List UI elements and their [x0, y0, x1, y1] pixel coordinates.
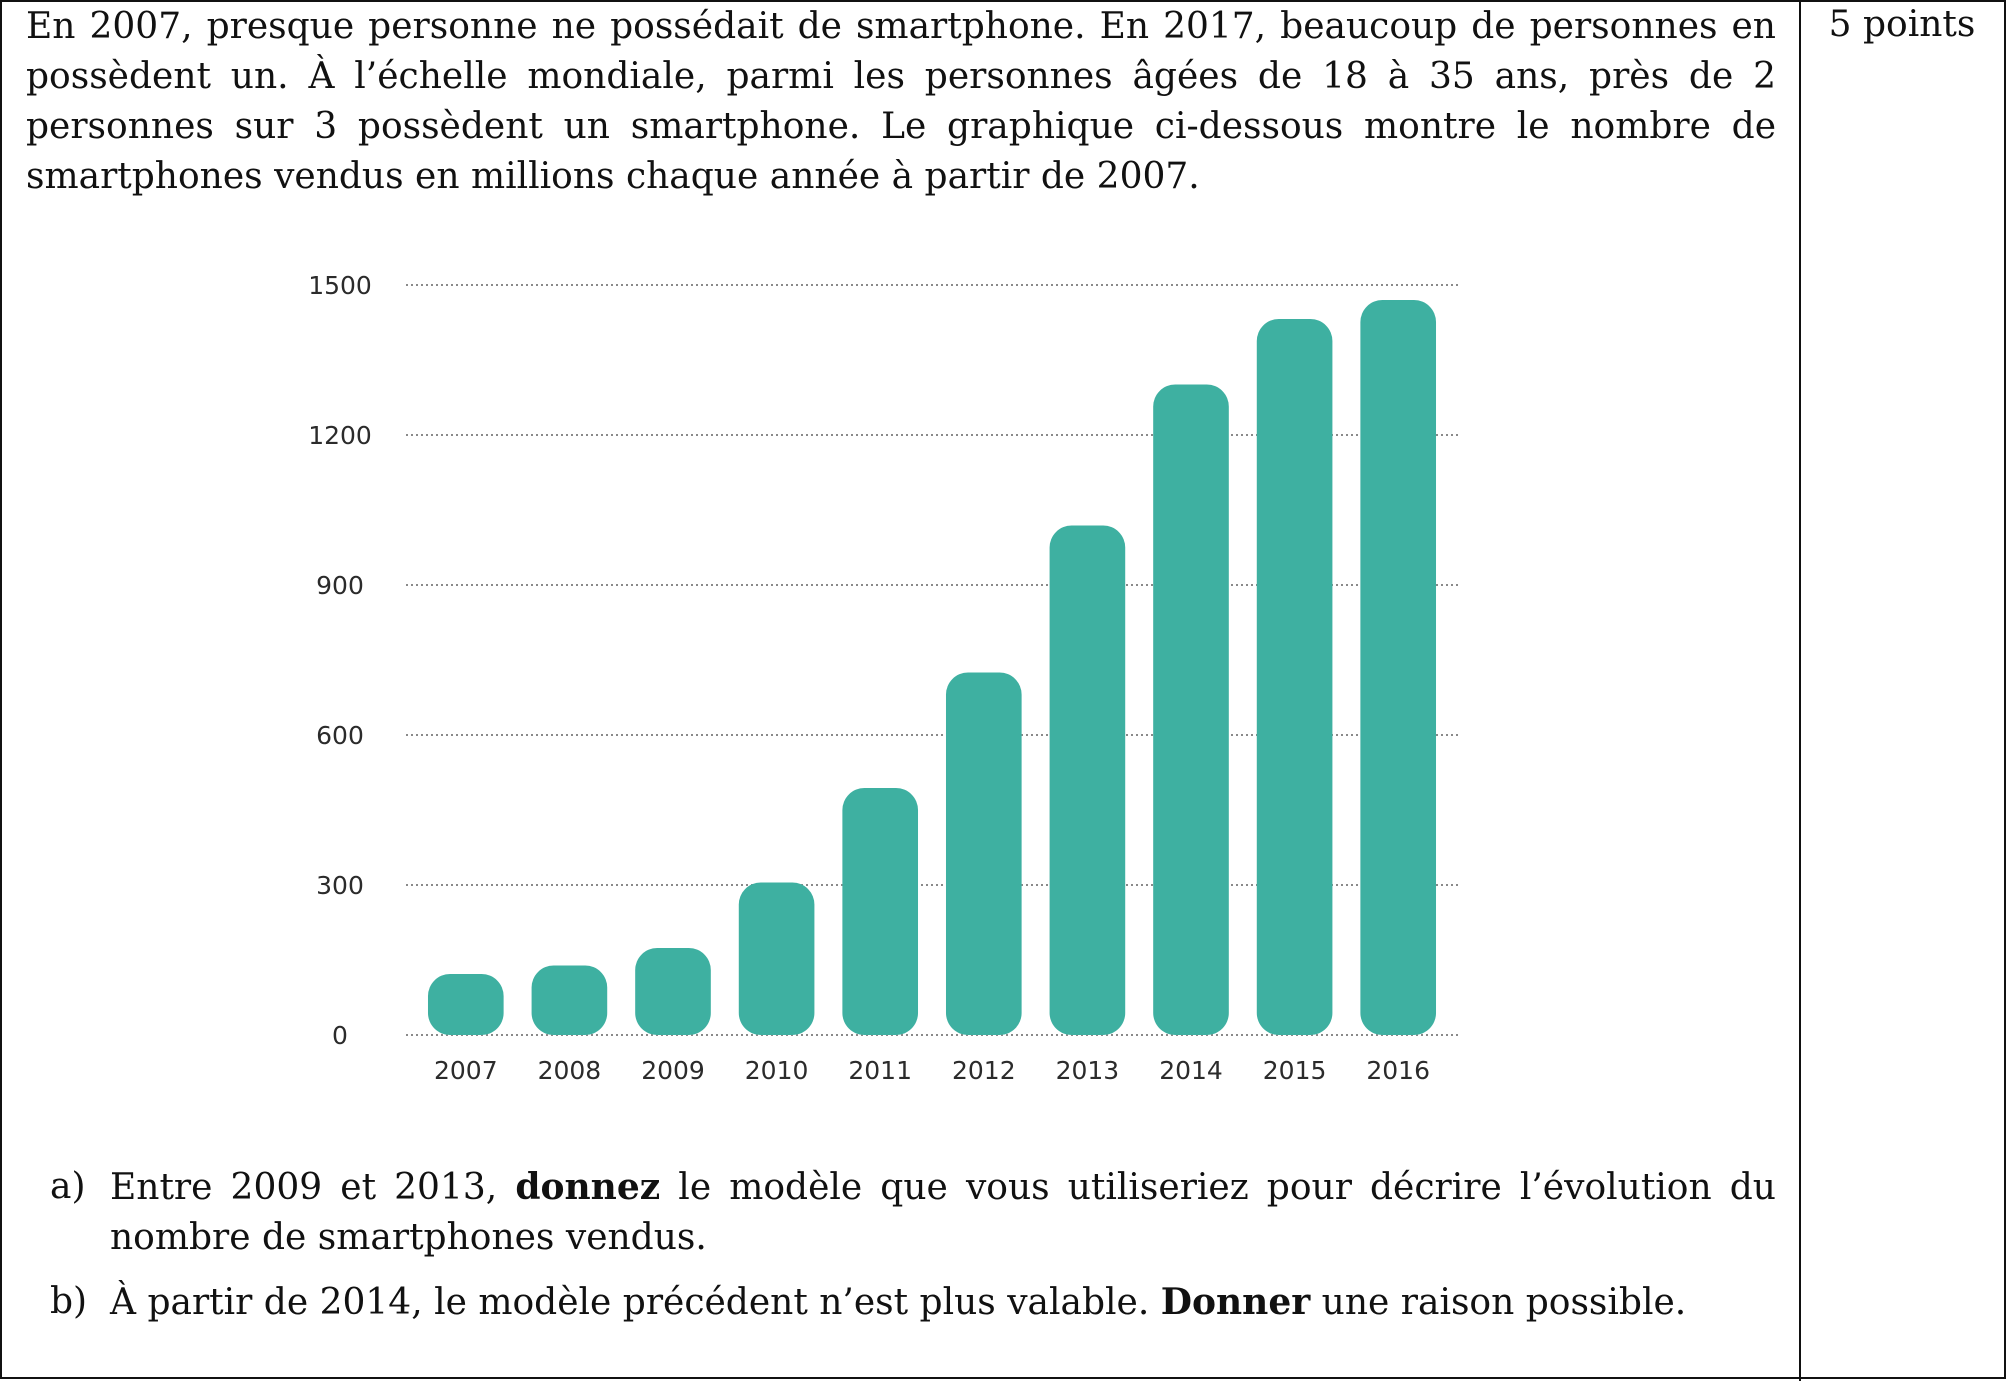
question-text: À partir de 2014, le modèle précédent n’…	[110, 1277, 1776, 1328]
y-tick-label: 900	[316, 571, 364, 600]
bar-2013	[1049, 525, 1126, 1035]
question-text-after: une raison possible.	[1310, 1282, 1687, 1323]
bar-2016	[1360, 300, 1437, 1035]
chart-svg: 0 300 600 900 1200 1500 2007 2008 2009 2010 2011 20…	[310, 271, 1460, 1085]
questions-list: a) Entre 2009 et 2013, donnez le modèle …	[26, 1162, 1776, 1342]
question-letter: b)	[50, 1281, 88, 1322]
x-tick-label: 2008	[538, 1056, 602, 1085]
points-label: 5 points	[1828, 4, 1976, 45]
question-keyword: donnez	[515, 1166, 661, 1208]
bar-2007	[427, 974, 504, 1035]
x-tick-label: 2010	[745, 1056, 809, 1085]
bar-2014	[1153, 384, 1229, 1035]
question-text: Entre 2009 et 2013, donnez le modèle que…	[110, 1162, 1776, 1263]
x-tick-label: 2009	[641, 1056, 705, 1085]
y-tick-label: 300	[316, 871, 364, 900]
x-tick-label: 2013	[1056, 1056, 1120, 1085]
x-tick-label: 2012	[952, 1056, 1016, 1085]
bar-2012	[945, 672, 1022, 1035]
column-divider	[1799, 0, 1801, 1381]
x-tick-label: 2015	[1263, 1056, 1327, 1085]
bar-2009	[635, 948, 711, 1035]
x-tick-label: 2007	[434, 1056, 498, 1085]
x-tick-label: 2011	[848, 1056, 912, 1085]
question-a: a) Entre 2009 et 2013, donnez le modèle …	[26, 1162, 1776, 1263]
question-letter: a)	[50, 1166, 86, 1207]
y-tick-label: 600	[316, 721, 364, 750]
y-tick-label: 1200	[310, 421, 372, 450]
question-b: b) À partir de 2014, le modèle précédent…	[26, 1277, 1776, 1328]
y-tick-label: 1500	[310, 271, 372, 300]
bar-2008	[531, 965, 608, 1035]
bar-chart: 0 300 600 900 1200 1500 2007 2008 2009 2010 2011 20…	[310, 255, 1490, 1095]
intro-paragraph: En 2007, presque personne ne possédait d…	[26, 6, 1776, 197]
x-tick-label: 2016	[1366, 1056, 1430, 1085]
bar-2011	[842, 788, 919, 1035]
question-keyword: Donner	[1160, 1281, 1311, 1323]
question-text-before: Entre 2009 et 2013,	[110, 1167, 516, 1208]
bar-2015	[1256, 319, 1333, 1035]
question-text-after: le modèle que vous utiliseriez pour décr…	[110, 1167, 1776, 1258]
bar-2010	[738, 882, 815, 1035]
y-tick-label: 0	[332, 1021, 348, 1050]
question-text-before: À partir de 2014, le modèle précédent n’…	[110, 1282, 1161, 1323]
x-tick-label: 2014	[1159, 1056, 1223, 1085]
